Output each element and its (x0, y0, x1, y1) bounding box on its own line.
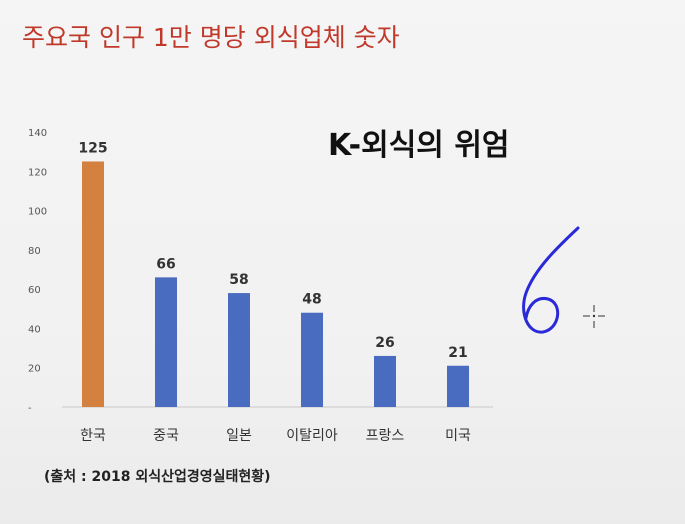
bar (155, 277, 177, 407)
bar-value-label: 58 (229, 272, 248, 288)
handwritten-six-mark (522, 226, 580, 334)
bar-value-label: 125 (78, 140, 107, 156)
category-label: 한국 (80, 428, 106, 444)
value-labels: 125 66 58 48 26 21 (78, 140, 467, 360)
category-label: 프랑스 (366, 428, 405, 444)
y-tick-label: 80 (28, 246, 41, 257)
bar (447, 365, 469, 407)
headline-text: K-외식의 위엄 (328, 128, 510, 163)
y-tick-label: 120 (28, 167, 47, 178)
y-tick-label: 60 (28, 285, 41, 296)
y-tick-label: 100 (28, 207, 47, 218)
bar (228, 293, 250, 407)
bar (301, 312, 323, 407)
category-label: 이탈리아 (286, 428, 338, 444)
bar-value-label: 21 (448, 345, 467, 361)
category-label: 미국 (445, 428, 471, 444)
bar (82, 161, 104, 407)
category-labels: 한국 중국 일본 이탈리아 프랑스 미국 (80, 428, 471, 444)
y-tick-label: 40 (28, 324, 41, 335)
crosshair-cursor-icon (583, 305, 605, 328)
y-tick-label: 20 (28, 364, 41, 375)
bar (374, 355, 396, 407)
source-note: (출처 : 2018 외식산업경영실태현황) (44, 469, 271, 485)
y-axis: - 20 40 60 80 100 120 140 (28, 128, 47, 414)
bar-value-label: 26 (375, 335, 394, 351)
bars (82, 161, 469, 407)
slide-title: 주요국 인구 1만 명당 외식업체 숫자 (22, 23, 400, 52)
category-label: 중국 (153, 428, 179, 444)
bar-value-label: 66 (156, 256, 175, 272)
category-label: 일본 (226, 428, 252, 444)
y-tick-label: - (28, 403, 32, 414)
bar-value-label: 48 (302, 292, 321, 308)
y-tick-label: 140 (28, 128, 47, 139)
